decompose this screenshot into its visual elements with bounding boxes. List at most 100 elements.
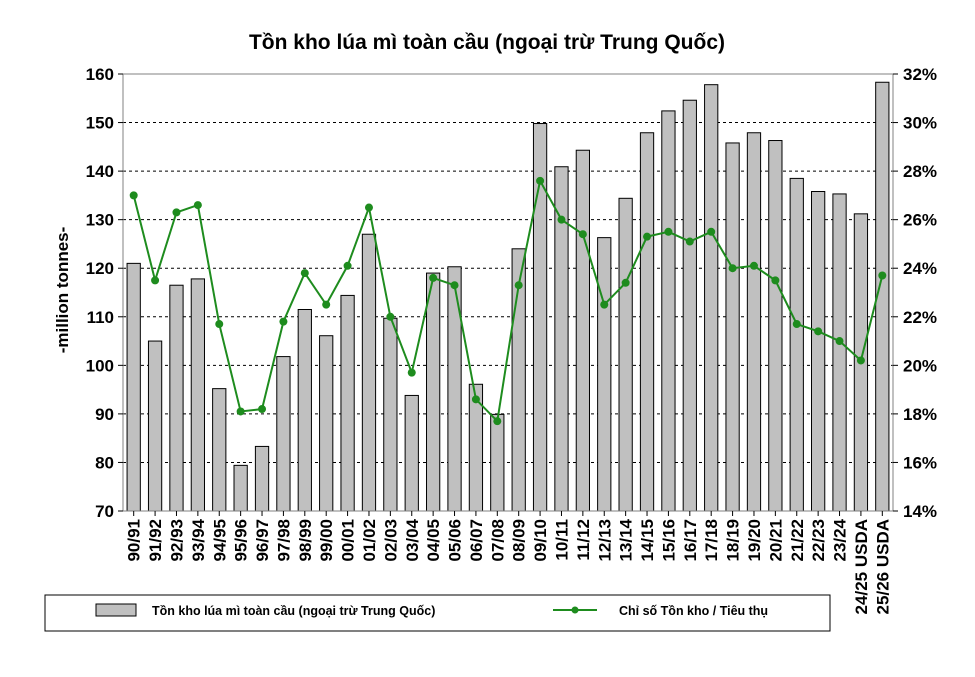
bar <box>682 99 697 512</box>
x-tick-label: 96/97 <box>253 519 272 562</box>
y2-tick-label: 24% <box>903 259 937 278</box>
line-point <box>215 320 224 329</box>
line-point <box>600 300 609 309</box>
bar <box>597 237 612 512</box>
line-point <box>493 417 502 426</box>
line-point <box>322 300 331 309</box>
y-tick-label: 110 <box>87 308 114 327</box>
x-tick-label: 25/26 USDA <box>873 519 892 614</box>
y2-tick-label: 30% <box>903 114 937 133</box>
legend-box <box>44 594 831 632</box>
bar <box>618 197 633 512</box>
line-point <box>407 368 416 377</box>
line-point <box>172 208 181 217</box>
line-series <box>129 176 887 426</box>
bar <box>340 294 355 512</box>
line-point <box>878 271 887 280</box>
y2-tick-label: 16% <box>903 453 937 472</box>
y2-tick-label: 18% <box>903 405 937 424</box>
bar <box>190 278 205 512</box>
line-point <box>707 227 716 236</box>
x-tick-label: 92/93 <box>167 519 186 562</box>
line-point <box>557 215 566 224</box>
x-tick-label: 21/22 <box>788 519 807 562</box>
y-axis-label: -million tonnes- <box>53 227 72 354</box>
line-point <box>300 269 309 278</box>
x-tick-label: 06/07 <box>467 519 486 562</box>
y-tick-label: 100 <box>86 356 114 375</box>
line-point <box>514 281 523 290</box>
line-point <box>536 176 545 185</box>
y-tick-label: 140 <box>86 162 114 181</box>
x-tick-label: 10/11 <box>552 519 571 561</box>
x-tick-label: 95/96 <box>232 519 251 562</box>
bar <box>297 308 312 512</box>
line-point <box>728 264 737 273</box>
x-tick-label: 94/95 <box>210 519 229 562</box>
plot-frame <box>122 73 894 512</box>
y-tick-label: 130 <box>86 211 114 230</box>
line-point <box>129 191 138 200</box>
bar <box>746 132 762 512</box>
bar <box>447 266 462 512</box>
line-point <box>814 327 823 336</box>
line-point <box>279 317 288 326</box>
y2-tick-label: 14% <box>903 502 937 521</box>
bar <box>404 394 419 512</box>
bar <box>276 356 291 512</box>
plot-area <box>123 74 893 511</box>
line-point <box>258 405 267 414</box>
x-tick-label: 08/09 <box>510 519 529 562</box>
x-tick-label: 00/01 <box>339 519 358 562</box>
bar <box>768 140 783 512</box>
y-tick-label: 80 <box>95 453 114 472</box>
x-tick-label: 17/18 <box>702 519 721 562</box>
x-tick-label: 97/98 <box>274 519 293 562</box>
x-tick-label: 16/17 <box>681 519 700 562</box>
x-tick-label: 13/14 <box>617 518 636 561</box>
y2-tick-label: 32% <box>903 65 937 84</box>
line-point <box>193 201 202 210</box>
bar <box>361 233 377 512</box>
y-tick-label: 70 <box>95 502 114 521</box>
x-tick-label: 09/10 <box>531 519 550 562</box>
x-tick-label: 99/00 <box>317 519 336 562</box>
y-axis-right: 14% 16% 18% 20% 22% 24% 26% 28% 30% 32% <box>893 65 937 521</box>
legend-bar-label: Tồn kho lúa mì toàn cầu (ngoại trừ Trung… <box>152 604 435 618</box>
line-point <box>771 276 780 285</box>
line-point <box>621 278 630 287</box>
line-point <box>835 337 844 346</box>
line-point <box>643 232 652 241</box>
y2-tick-label: 20% <box>903 356 937 375</box>
bar <box>704 84 719 512</box>
line-point <box>386 312 395 321</box>
x-tick-label: 24/25 USDA <box>852 519 871 614</box>
bar <box>661 110 676 512</box>
x-tick-label: 14/15 <box>638 519 657 562</box>
line-point <box>856 356 865 365</box>
x-tick-label: 15/16 <box>659 519 678 562</box>
y2-tick-label: 26% <box>903 211 937 230</box>
y-tick-label: 120 <box>86 259 114 278</box>
line-point <box>151 276 160 285</box>
x-tick-label: 23/24 <box>831 518 850 561</box>
legend-line-label: Chỉ số Tồn kho / Tiêu thụ <box>619 604 768 618</box>
x-tick-label: 98/99 <box>296 519 315 562</box>
bar <box>126 262 141 512</box>
y-tick-label: 90 <box>95 405 114 424</box>
x-tick-label: 04/05 <box>424 519 443 562</box>
line-point <box>578 230 587 239</box>
x-tick-label: 91/92 <box>146 519 165 562</box>
bar <box>254 445 270 512</box>
gridlines <box>123 122 893 463</box>
y-tick-label: 150 <box>86 114 114 133</box>
line-point <box>471 395 480 404</box>
line-point <box>429 273 438 282</box>
line-point <box>343 261 352 270</box>
bar-series <box>126 81 890 512</box>
y2-tick-label: 28% <box>903 162 937 181</box>
line-point <box>664 227 673 236</box>
bar <box>811 191 826 512</box>
